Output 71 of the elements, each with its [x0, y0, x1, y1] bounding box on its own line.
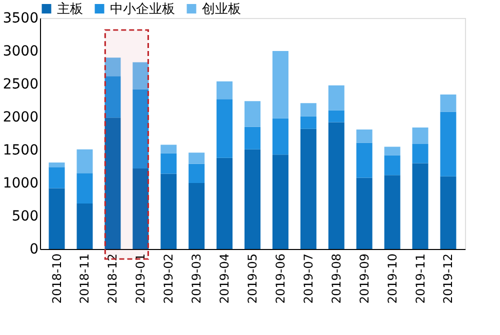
- bar: [160, 144, 177, 154]
- y-tick-label: 500: [12, 208, 38, 224]
- x-tick-label: 2018-10: [50, 254, 64, 304]
- bar: [188, 164, 205, 183]
- bar: [356, 130, 372, 143]
- bar: [216, 99, 233, 158]
- legend-label: 主板: [57, 0, 83, 17]
- bar: [272, 154, 288, 249]
- y-tick-label: 3500: [2, 10, 38, 26]
- bar: [384, 155, 400, 176]
- bar: [384, 175, 400, 249]
- bar: [440, 112, 456, 176]
- bar: [328, 85, 344, 110]
- bar: [132, 168, 149, 249]
- bar: [104, 76, 121, 118]
- legend-label: 创业板: [202, 2, 241, 17]
- bar: [132, 62, 149, 90]
- y-tick-label: 3000: [2, 44, 38, 60]
- bar: [104, 118, 121, 249]
- bar: [328, 122, 344, 249]
- x-tick-label: 2019-02: [162, 254, 176, 304]
- x-tick-label: 2018-12: [106, 254, 120, 304]
- bar: [412, 144, 428, 164]
- bar: [244, 126, 260, 150]
- bar: [300, 116, 316, 129]
- x-tick-label: 2019-05: [246, 254, 260, 304]
- bar: [160, 174, 177, 249]
- y-tick-label: 1000: [2, 176, 38, 192]
- bar: [76, 149, 93, 174]
- bar: [48, 167, 65, 188]
- bar: [412, 128, 428, 144]
- x-tick-label: 2019-12: [441, 254, 456, 304]
- x-tick-label: 2019-07: [301, 254, 316, 304]
- y-tick-label: 0: [30, 242, 38, 258]
- y-tick-label: 2000: [2, 110, 38, 126]
- bar: [356, 178, 372, 249]
- x-tick-label: 2019-04: [218, 254, 232, 304]
- bar: [188, 152, 205, 164]
- bar: [132, 89, 149, 168]
- bar: [48, 162, 65, 168]
- bar: [216, 81, 233, 100]
- x-tick-label: 2019-09: [357, 254, 372, 304]
- x-tick-label: 2019-11: [413, 254, 428, 304]
- bar: [216, 158, 233, 249]
- bar: [356, 142, 372, 178]
- x-tick-label: 2019-01: [134, 254, 148, 304]
- bar: [272, 118, 288, 155]
- bar: [384, 146, 400, 156]
- bar: [300, 103, 316, 116]
- x-tick-label: 2019-08: [329, 254, 344, 304]
- bar: [188, 183, 205, 249]
- bar: [104, 58, 121, 76]
- bar: [272, 51, 288, 118]
- legend-label: 中小企业板: [110, 2, 175, 17]
- bar: [244, 149, 260, 249]
- bar: [328, 110, 344, 122]
- bar: [300, 128, 316, 249]
- x-tick-label: 2019-03: [190, 254, 204, 304]
- bar: [48, 188, 65, 249]
- bar: [76, 203, 93, 249]
- y-tick-label: 1500: [2, 142, 38, 158]
- bar: [76, 173, 93, 204]
- x-tick-label: 2018-11: [78, 254, 92, 304]
- bar: [440, 94, 456, 112]
- x-tick-label: 2019-06: [273, 254, 288, 304]
- bar: [440, 176, 456, 249]
- y-tick-label: 2500: [2, 76, 38, 92]
- bar: [244, 101, 260, 127]
- bar: [160, 153, 177, 174]
- x-tick-label: 2019-10: [385, 254, 400, 304]
- bar: [412, 163, 428, 249]
